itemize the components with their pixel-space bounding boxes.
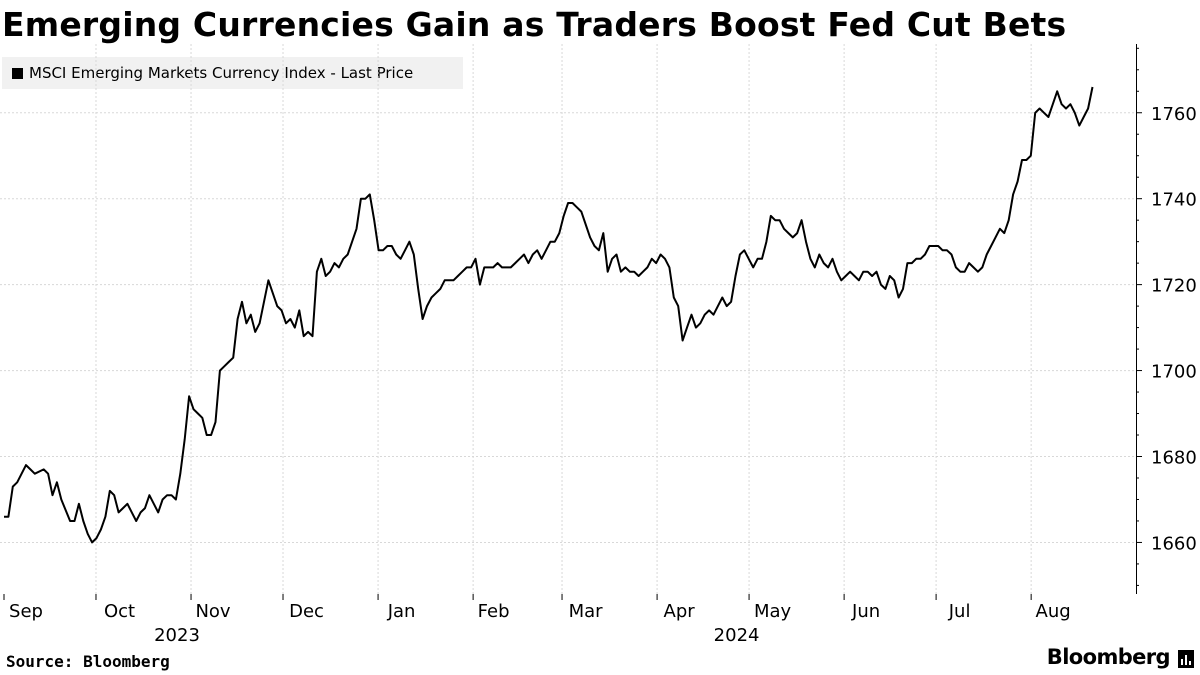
y-tick-label: 1760 [1151, 104, 1197, 125]
page-title: Emerging Currencies Gain as Traders Boos… [2, 5, 1067, 44]
x-tick-label: Aug [1036, 601, 1071, 622]
x-tick-label: Jul [948, 601, 971, 622]
x-tick-label: May [754, 601, 792, 622]
y-tick-label: 1660 [1151, 533, 1197, 554]
gridlines [0, 44, 1136, 594]
x-axis: Sep Oct Nov Dec Jan Feb Mar Apr May Jun Jul Aug 2023… [3, 594, 1071, 646]
x-tick-label: Dec [289, 601, 324, 622]
x-year-label: 2023 [154, 625, 200, 646]
y-tick-label: 1680 [1151, 448, 1197, 469]
x-tick-label: Sep [9, 601, 43, 622]
x-tick-label: Jan [387, 601, 416, 622]
x-tick-label: Feb [478, 601, 510, 622]
x-tick-label: Mar [569, 601, 604, 622]
y-tick-label: 1740 [1151, 190, 1197, 211]
x-tick-label: Jun [851, 601, 880, 622]
legend-label: MSCI Emerging Markets Currency Index - L… [29, 64, 414, 82]
series [4, 86, 1094, 544]
y-tick-label: 1720 [1151, 276, 1197, 297]
legend: MSCI Emerging Markets Currency Index - L… [2, 57, 463, 89]
y-axis: 1660 1680 1700 1720 1740 1760 [1136, 44, 1197, 594]
bloomberg-logo: Bloomberg [1046, 645, 1171, 669]
series-line [4, 86, 1094, 544]
bloomberg-terminal-icon [1178, 650, 1194, 668]
source-note: Source: Bloomberg [6, 652, 170, 671]
x-year-label: 2024 [714, 625, 760, 646]
x-tick-label: Apr [664, 601, 696, 622]
y-tick-label: 1700 [1151, 362, 1197, 383]
x-tick-label: Nov [195, 601, 230, 622]
x-tick-label: Oct [104, 601, 135, 622]
legend-swatch [12, 67, 23, 79]
